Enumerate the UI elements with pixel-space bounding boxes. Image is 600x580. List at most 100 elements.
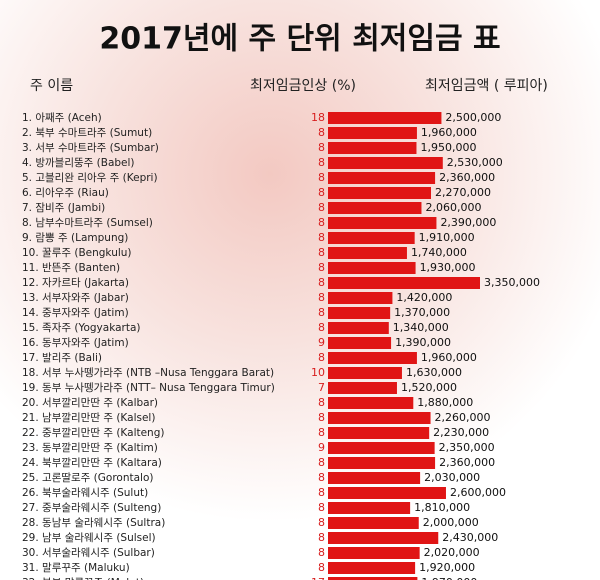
value-label: 1,930,000 <box>420 261 476 274</box>
value-label: 2,600,000 <box>450 486 506 499</box>
province-name: 2. 북부 수마트라주 (Sumut) <box>22 127 152 139</box>
column-header: 최저임금액 ( 루피아) <box>425 78 548 94</box>
bar <box>328 412 431 424</box>
value-label: 2,060,000 <box>425 201 481 214</box>
bar <box>328 547 420 559</box>
bar <box>328 187 431 199</box>
value-label: 2,390,000 <box>440 216 496 229</box>
value-label: 1,910,000 <box>419 231 475 244</box>
bar <box>328 277 480 289</box>
increase-percent: 8 <box>318 126 325 139</box>
province-name: 5. 고블리완 리아우 주 (Kepri) <box>22 171 158 184</box>
bar <box>328 142 417 154</box>
bar <box>328 577 418 580</box>
increase-percent: 8 <box>318 501 325 514</box>
province-name: 23. 동부깔리만딴 주 (Kaltim) <box>22 442 158 454</box>
value-label: 2,030,000 <box>424 471 480 484</box>
province-name: 11. 반뜬주 (Banten) <box>22 262 120 274</box>
bar <box>328 337 392 349</box>
increase-percent: 8 <box>318 456 325 469</box>
province-name: 12. 자카르타 (Jakarta) <box>22 277 129 289</box>
increase-percent: 8 <box>318 486 325 499</box>
bar <box>328 382 397 394</box>
value-label: 2,360,000 <box>439 171 495 184</box>
province-name: 7. 잠비주 (Jambi) <box>22 202 105 214</box>
province-name: 27. 중부술라웨시주 (Sulteng) <box>22 502 161 514</box>
increase-percent: 8 <box>318 531 325 544</box>
value-label: 1,340,000 <box>393 321 449 334</box>
bar <box>328 307 391 319</box>
value-label: 3,350,000 <box>484 276 540 289</box>
increase-percent: 8 <box>318 171 325 184</box>
increase-percent: 18 <box>311 111 325 124</box>
province-name: 29. 남부 술라웨시주 (Sulsel) <box>22 532 156 544</box>
increase-percent: 8 <box>318 201 325 214</box>
value-label: 1,880,000 <box>417 396 473 409</box>
province-name: 31. 말루꾸주 (Maluku) <box>22 562 130 574</box>
bar <box>328 517 419 529</box>
increase-percent: 8 <box>318 276 325 289</box>
value-label: 1,810,000 <box>414 501 470 514</box>
bar <box>328 442 435 454</box>
province-name: 21. 남부깔리만딴 주 (Kalsel) <box>22 412 155 424</box>
increase-percent: 8 <box>318 291 325 304</box>
increase-percent: 8 <box>318 261 325 274</box>
bar <box>328 367 402 379</box>
column-header: 최저임금인상 (%) <box>250 78 356 94</box>
province-name: 3. 서부 수마트라주 (Sumbar) <box>22 142 159 154</box>
bar <box>328 127 417 139</box>
value-label: 1,950,000 <box>420 141 476 154</box>
province-name: 24. 북부깔리만딴 주 (Kaltara) <box>22 457 162 469</box>
increase-percent: 8 <box>318 216 325 229</box>
province-name: 30. 서부술라웨시주 (Sulbar) <box>22 547 155 559</box>
bar <box>328 262 416 274</box>
value-label: 2,230,000 <box>433 426 489 439</box>
increase-percent: 17 <box>311 576 325 580</box>
increase-percent: 10 <box>311 366 325 379</box>
value-label: 1,970,000 <box>421 576 477 580</box>
bar <box>328 172 436 184</box>
bar <box>328 532 439 544</box>
value-label: 2,020,000 <box>424 546 480 559</box>
increase-percent: 8 <box>318 156 325 169</box>
value-label: 1,920,000 <box>419 561 475 574</box>
bar <box>328 322 389 334</box>
value-label: 2,430,000 <box>442 531 498 544</box>
value-label: 2,350,000 <box>439 441 495 454</box>
province-name: 4. 방까블리뚱주 (Babel) <box>22 157 135 169</box>
bar <box>328 292 393 304</box>
increase-percent: 8 <box>318 516 325 529</box>
increase-percent: 8 <box>318 246 325 259</box>
increase-percent: 8 <box>318 186 325 199</box>
province-name: 1. 아째주 (Aceh) <box>22 112 102 124</box>
increase-percent: 9 <box>318 336 325 349</box>
increase-percent: 8 <box>318 396 325 409</box>
increase-percent: 8 <box>318 426 325 439</box>
bar <box>328 472 421 484</box>
increase-percent: 8 <box>318 231 325 244</box>
value-label: 2,000,000 <box>423 516 479 529</box>
value-label: 2,530,000 <box>447 156 503 169</box>
bar <box>328 427 430 439</box>
increase-percent: 8 <box>318 471 325 484</box>
bar <box>328 217 437 229</box>
province-name: 9. 람뽕 주 (Lampung) <box>22 231 128 244</box>
increase-percent: 7 <box>318 381 325 394</box>
province-name: 18. 서부 누사뗑가라주 (NTB –Nusa Tenggara Barat) <box>22 367 274 379</box>
province-name: 6. 리아우주 (Riau) <box>22 187 109 199</box>
chart-title: 2017년에 주 단위 최저임금 표 <box>99 22 500 57</box>
province-name: 19. 동부 누사뗑가라주 (NTT– Nusa Tenggara Timur) <box>22 382 275 394</box>
province-name: 8. 남부수마트라주 (Sumsel) <box>22 217 153 229</box>
value-label: 2,360,000 <box>439 456 495 469</box>
bar <box>328 157 443 169</box>
value-label: 1,390,000 <box>395 336 451 349</box>
increase-percent: 8 <box>318 351 325 364</box>
value-label: 1,420,000 <box>396 291 452 304</box>
value-label: 2,500,000 <box>445 111 501 124</box>
province-name: 22. 중부깔리만딴 주 (Kalteng) <box>22 427 164 439</box>
bar <box>328 232 415 244</box>
value-label: 1,370,000 <box>394 306 450 319</box>
value-label: 1,740,000 <box>411 246 467 259</box>
